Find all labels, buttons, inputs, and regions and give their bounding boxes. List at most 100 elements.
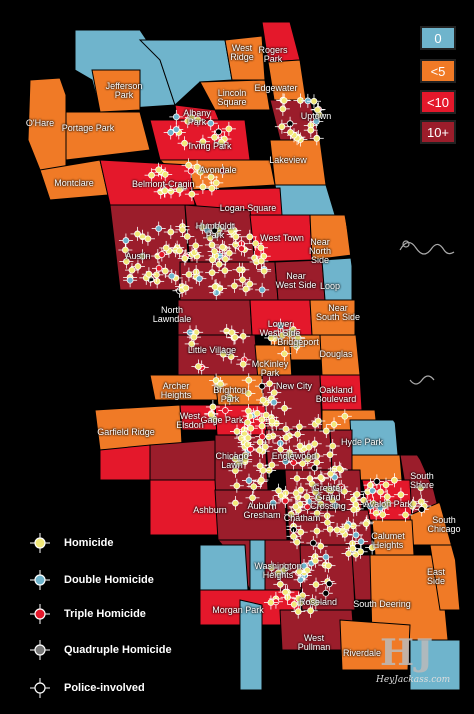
homicide-marker xyxy=(184,164,199,179)
homicide-marker xyxy=(195,134,210,149)
homicide-marker xyxy=(309,131,324,146)
neighborhood-label: Lakeview xyxy=(269,155,307,165)
homicide-marker xyxy=(254,473,269,488)
homicide-marker xyxy=(249,254,264,269)
homicide-marker xyxy=(322,576,337,591)
legend-triple-homicide-label: Triple Homicide xyxy=(64,608,146,620)
homicide-marker xyxy=(303,603,318,618)
homicide-marker xyxy=(289,486,304,501)
neighborhood-label: Loop xyxy=(319,281,341,291)
homicide-marker xyxy=(242,229,257,244)
homicide-marker xyxy=(321,482,336,497)
homicide-marker xyxy=(291,604,306,619)
homicide-marker xyxy=(177,251,192,266)
homicide-marker xyxy=(242,277,257,292)
homicide-marker xyxy=(286,455,301,470)
homicide-marker xyxy=(356,493,371,508)
neighborhood-label: North Lawndale xyxy=(152,305,192,324)
homicide-markers xyxy=(118,93,432,619)
homicide-marker xyxy=(264,330,279,345)
neighborhood-label: Gage Park xyxy=(200,415,244,425)
homicide-marker xyxy=(373,500,388,515)
homicide-marker xyxy=(332,461,347,476)
homicide-marker xyxy=(354,534,369,549)
homicide-marker xyxy=(307,436,322,451)
neighborhood-label: Jefferson Park xyxy=(105,81,143,100)
homicide-marker xyxy=(163,225,178,240)
area-mount-greenwood xyxy=(199,544,249,591)
homicide-marker xyxy=(195,220,210,235)
homicide-marker xyxy=(309,524,324,539)
homicide-marker xyxy=(229,478,244,493)
homicide-marker xyxy=(204,170,219,185)
homicide-marker xyxy=(328,498,343,513)
neighborhood-label: Bridgeport xyxy=(277,337,319,347)
neighborhood-label: West Pullman xyxy=(297,633,331,652)
homicide-marker xyxy=(379,477,394,492)
homicide-marker xyxy=(353,544,368,559)
homicide-marker xyxy=(190,112,205,127)
homicide-marker xyxy=(186,330,201,345)
homicide-marker xyxy=(283,125,298,140)
homicide-marker xyxy=(217,263,232,278)
lake-michigan xyxy=(300,20,474,714)
legend-police-involved-label: Police-involved xyxy=(64,682,145,694)
neighborhood-label: Near West Side xyxy=(275,271,317,290)
homicide-marker xyxy=(228,229,243,244)
neighborhood-label: Chatham xyxy=(283,513,321,523)
homicide-marker xyxy=(241,373,256,388)
homicide-marker xyxy=(278,585,293,600)
homicide-marker xyxy=(253,435,268,450)
homicide-marker xyxy=(337,484,352,499)
neighborhood-label: South Deering xyxy=(353,599,411,609)
homicide-marker xyxy=(222,246,237,261)
homicide-marker xyxy=(124,263,139,278)
neighborhood-label: Hyde Park xyxy=(340,437,384,447)
area-jefferson-park xyxy=(91,69,141,113)
homicide-marker xyxy=(232,262,247,277)
area-lincoln-square xyxy=(199,79,271,111)
homicide-marker xyxy=(308,485,323,500)
homicide-marker xyxy=(203,116,218,131)
homicide-marker xyxy=(245,490,260,505)
homicide-marker xyxy=(413,480,428,495)
homicide-marker xyxy=(257,264,272,279)
homicide-marker xyxy=(192,271,207,286)
homicide-marker xyxy=(369,474,384,489)
homicide-marker xyxy=(228,463,243,478)
homicide-marker xyxy=(346,492,361,507)
homicide-marker xyxy=(205,252,220,267)
homicide-marker xyxy=(228,330,243,345)
homicide-marker xyxy=(303,123,318,138)
homicide-marker xyxy=(300,452,315,467)
neighborhood-label: Lower West Side xyxy=(259,319,301,338)
homicide-marker xyxy=(284,507,299,522)
area-hegewisch xyxy=(409,639,461,691)
homicide-marker xyxy=(181,267,196,282)
neighborhood-label: New City xyxy=(275,381,312,391)
homicide-marker xyxy=(291,591,306,606)
homicide-marker xyxy=(222,390,237,405)
homicide-marker xyxy=(323,466,338,481)
homicide-marker xyxy=(211,124,226,139)
neighborhood-label: Garfield Ridge xyxy=(97,427,155,437)
police-involved-marker-icon xyxy=(30,678,50,698)
legend-quadruple-homicide-label: Quadruple Homicide xyxy=(64,644,172,656)
homicide-marker xyxy=(158,264,173,279)
legend-less-than-10: <10 xyxy=(420,90,456,114)
homicide-marker xyxy=(273,577,288,592)
neighborhood-label: Avalon Park xyxy=(363,499,413,509)
homicide-marker xyxy=(398,507,413,522)
homicide-marker xyxy=(241,386,256,401)
homicide-marker xyxy=(306,536,321,551)
neighborhood-label: Roseland xyxy=(298,597,338,607)
homicide-marker xyxy=(207,244,222,259)
homicide-marker-icon xyxy=(30,533,50,553)
homicide-marker xyxy=(191,359,206,374)
homicide-marker xyxy=(216,347,231,362)
homicide-marker xyxy=(158,167,173,182)
homicide-marker xyxy=(140,231,155,246)
homicide-marker xyxy=(325,439,340,454)
homicide-marker xyxy=(292,439,307,454)
